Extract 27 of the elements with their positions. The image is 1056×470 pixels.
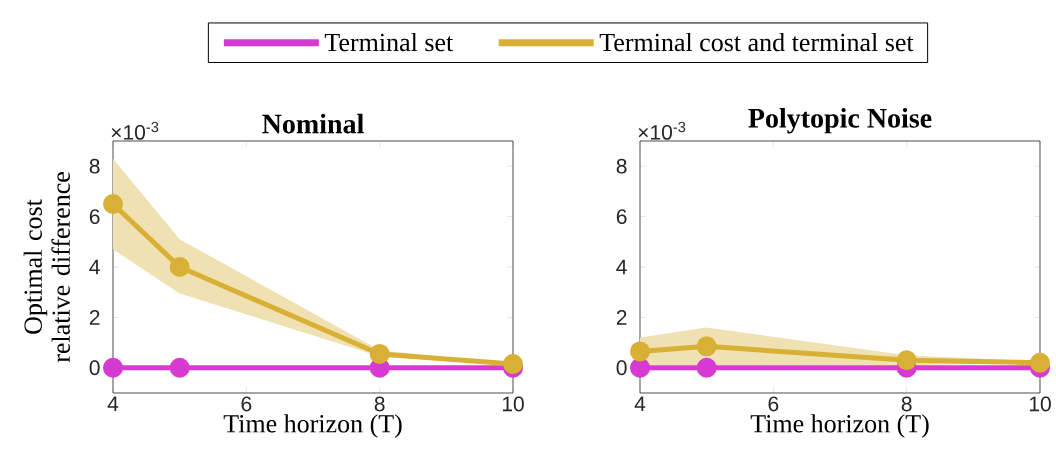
x-tick-label: 8 [901, 396, 912, 412]
text: ×10$^{-3}$ [638, 121, 686, 140]
x-axis-title: Time horizon (T) [750, 414, 929, 438]
x-tick-label: 4 [634, 396, 646, 411]
x-tick-label: 4 [107, 396, 119, 411]
y-tick-label: 8 [616, 158, 627, 174]
y-tick-label: 4 [616, 259, 627, 275]
y-tick-label: 6 [616, 209, 627, 225]
text: ×10$^{-3}$ [111, 121, 159, 140]
y-tick-label: 0 [616, 360, 627, 376]
chart-title: Polytopic Noise [748, 107, 932, 134]
x-tick-label: 10 [502, 396, 524, 412]
x-axis-title: Time horizon (T) [223, 414, 402, 438]
y-axis-title: Optimal cost relative difference [23, 172, 70, 363]
x-tick-label: 8 [374, 396, 385, 412]
y-tick-label: 2 [89, 310, 100, 325]
x-tick-label: 10 [1029, 396, 1051, 412]
x-tick-label: 6 [241, 396, 252, 412]
y-tick-label: 4 [89, 259, 100, 275]
x-tick-label: 6 [768, 396, 779, 412]
chart-title: Nominal [262, 113, 364, 134]
y-tick-label: 2 [616, 310, 627, 325]
legend-label: Terminal set [324, 32, 454, 52]
y-tick-label: 0 [89, 360, 100, 376]
legend-label: Terminal cost and terminal set [599, 32, 914, 52]
y-tick-label: 8 [89, 158, 100, 174]
y-tick-label: 6 [89, 209, 100, 225]
